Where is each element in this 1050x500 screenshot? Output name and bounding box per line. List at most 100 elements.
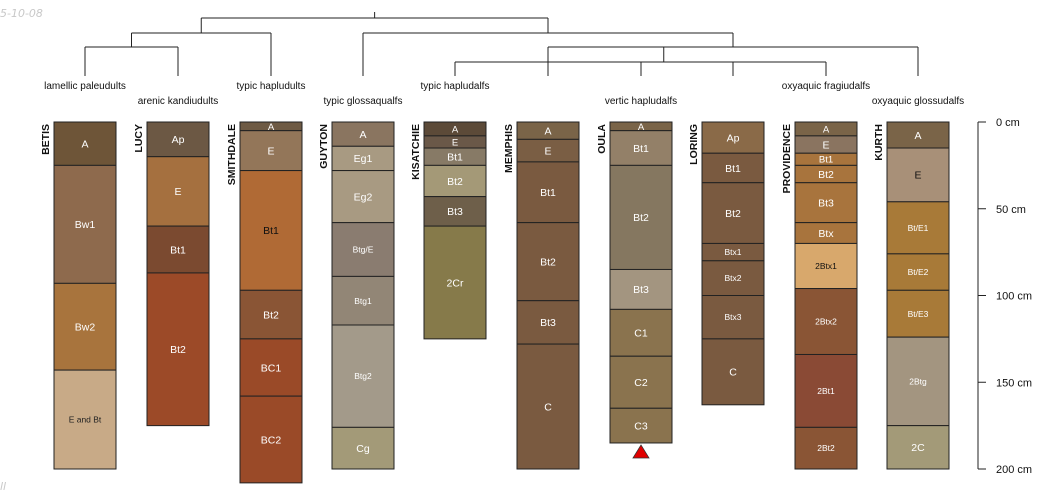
depth-tick-label: 50 cm xyxy=(996,204,1026,216)
horizon-label-providence-2bt2: 2Bt2 xyxy=(817,443,835,453)
horizon-label-providence-a: A xyxy=(823,124,830,135)
horizon-label-providence-2btx1: 2Btx1 xyxy=(815,261,837,271)
profile-guyton: A Eg1 Eg2 Btg/E Btg1 Btg2 Cg GUYTON xyxy=(318,121,395,470)
horizon-label-loring-ap: Ap xyxy=(727,132,740,144)
horizon-label-kurth-bt-e1: Bt/E1 xyxy=(908,223,929,233)
horizon-loring-btx2 xyxy=(701,260,765,296)
horizon-label-smithdale-bt1: Bt1 xyxy=(263,225,279,237)
horizon-guyton-btg-e xyxy=(331,222,395,277)
taxon-labels: lamellic paleudults arenic kandiudults typ… xyxy=(44,81,964,107)
horizon-label-kisatchie-bt3: Bt3 xyxy=(447,206,463,218)
horizon-label-guyton-btg1: Btg1 xyxy=(354,296,372,306)
horizon-smithdale-bt1 xyxy=(239,170,303,291)
horizon-label-oula-c1: C1 xyxy=(634,328,648,340)
horizon-label-providence-bt1: Bt1 xyxy=(819,155,833,166)
profile-name-providence: PROVIDENCE xyxy=(781,124,793,193)
horizon-oula-bt3 xyxy=(609,268,673,310)
profile-betis: A Bw1 Bw2 E and Bt BETIS xyxy=(40,121,117,470)
horizon-memphis-bt2 xyxy=(516,222,580,302)
horizon-label-smithdale-bt2: Bt2 xyxy=(263,309,279,321)
taxon-label-providence: oxyaquic fragiudalfs xyxy=(782,81,870,92)
horizon-label-memphis-bt3: Bt3 xyxy=(540,317,556,329)
horizon-label-betis-e-and-bt: E and Bt xyxy=(69,415,102,425)
horizon-providence-2bt2 xyxy=(794,426,858,470)
horizon-label-kurth-2c: 2C xyxy=(911,442,925,454)
profile-name-kurth: KURTH xyxy=(873,124,885,161)
horizon-label-betis-a: A xyxy=(81,138,88,150)
horizon-betis-bw1 xyxy=(53,164,117,284)
horizon-label-guyton-cg: Cg xyxy=(356,443,370,455)
horizon-label-loring-btx2: Btx2 xyxy=(724,273,741,283)
horizon-label-kurth-a: A xyxy=(914,130,921,142)
profile-lucy: Ap E Bt1 Bt2 LUCY xyxy=(133,121,210,427)
horizon-label-kisatchie-bt1: Bt1 xyxy=(447,151,463,163)
horizon-kurth-e xyxy=(886,147,950,203)
profile-smithdale: A E Bt1 Bt2 BC1 BC2 SMITHDALE xyxy=(226,121,303,484)
horizon-label-kurth-e: E xyxy=(914,170,921,182)
horizon-label-lucy-bt2: Bt2 xyxy=(170,344,186,356)
horizon-label-guyton-eg2: Eg2 xyxy=(354,191,373,203)
horizon-label-smithdale-bc1: BC1 xyxy=(261,362,282,374)
horizon-kurth-bt-e3 xyxy=(886,289,950,338)
horizon-lucy-ap xyxy=(146,121,210,158)
taxon-label-kisatchie: typic hapludalfs xyxy=(421,81,490,92)
horizon-label-memphis-bt2: Bt2 xyxy=(540,256,556,268)
horizon-label-oula-c2: C2 xyxy=(634,377,648,389)
horizon-kurth-a xyxy=(886,121,950,149)
horizon-betis-e-and-bt xyxy=(53,369,117,470)
horizon-label-betis-bw1: Bw1 xyxy=(75,219,96,231)
horizon-oula-bt1 xyxy=(609,130,673,166)
horizon-label-betis-bw2: Bw2 xyxy=(75,322,96,334)
profile-memphis: AE Bt1 Bt2 Bt3 C MEMPHIS xyxy=(503,121,580,470)
horizon-label-kurth-bt-e2: Bt/E2 xyxy=(908,267,929,277)
horizon-label-kisatchie-a: A xyxy=(452,124,459,135)
horizon-label-providence-btx: Btx xyxy=(818,228,834,240)
horizon-kisatchie-2cr xyxy=(423,225,487,340)
horizon-betis-bw2 xyxy=(53,282,117,371)
horizon-label-loring-c: C xyxy=(729,367,737,379)
horizon-kurth-bt-e1 xyxy=(886,201,950,255)
horizon-label-providence-bt3: Bt3 xyxy=(818,197,834,209)
dendrogram xyxy=(84,12,919,76)
horizon-label-kisatchie-bt2: Bt2 xyxy=(447,176,463,188)
horizon-label-providence-e: E xyxy=(822,139,829,151)
taxon-label-smithdale: typic hapludults xyxy=(237,81,306,92)
horizon-guyton-btg1 xyxy=(331,275,395,326)
horizon-label-guyton-btg2: Btg2 xyxy=(354,371,372,381)
horizon-loring-ap xyxy=(701,121,765,154)
horizon-kisatchie-bt2 xyxy=(423,164,487,198)
taxon-label-lucy: arenic kandiudults xyxy=(138,96,219,107)
horizon-oula-bt2 xyxy=(609,164,673,270)
horizon-smithdale-bc2 xyxy=(239,395,303,484)
depth-tick-label: 150 cm xyxy=(996,377,1032,389)
horizon-label-loring-btx3: Btx3 xyxy=(724,312,741,322)
profile-name-loring: LORING xyxy=(688,124,700,165)
horizon-label-memphis-bt1: Bt1 xyxy=(540,187,556,199)
horizon-smithdale-bc1 xyxy=(239,338,303,397)
horizon-label-loring-bt2: Bt2 xyxy=(725,208,741,220)
depth-tick-label: 200 cm xyxy=(996,464,1032,476)
horizon-label-oula-bt3: Bt3 xyxy=(633,284,649,296)
horizon-oula-c2 xyxy=(609,355,673,409)
horizon-label-providence-2bt1: 2Bt1 xyxy=(817,386,835,396)
horizon-lucy-bt1 xyxy=(146,225,210,274)
taxon-label-kurth: oxyaquic glossudalfs xyxy=(872,96,964,107)
horizon-label-kurth-2btg: 2Btg xyxy=(909,376,927,386)
profile-providence: AE Bt1 Bt2 Bt3 Btx 2Btx1 2Btx2 2Bt1 2Bt2 PROVIDEN… xyxy=(781,121,858,470)
horizon-loring-bt2 xyxy=(701,182,765,244)
horizon-label-lucy-bt1: Bt1 xyxy=(170,244,186,256)
depth-tick-label: 0 cm xyxy=(996,117,1020,129)
profile-name-lucy: LUCY xyxy=(133,124,145,153)
horizon-smithdale-bt2 xyxy=(239,289,303,340)
horizon-betis-a xyxy=(53,121,117,166)
taxon-label-oula: vertic hapludalfs xyxy=(605,96,677,107)
horizon-guyton-cg xyxy=(331,426,395,470)
profile-name-oula: OULA xyxy=(596,124,608,154)
horizon-label-smithdale-bc2: BC2 xyxy=(261,434,282,446)
profile-name-kisatchie: KISATCHIE xyxy=(410,124,422,180)
profile-name-betis: BETIS xyxy=(40,124,52,155)
horizon-label-guyton-a: A xyxy=(359,129,366,141)
horizon-oula-c3 xyxy=(609,407,673,444)
